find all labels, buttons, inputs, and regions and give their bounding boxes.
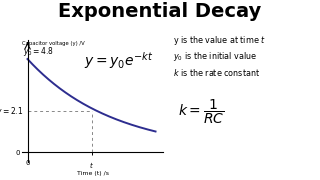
Text: $y_0$ is the initial value: $y_0$ is the initial value (173, 50, 257, 63)
Text: y is the value at time $t$: y is the value at time $t$ (173, 34, 266, 47)
Text: Exponential Decay: Exponential Decay (58, 2, 262, 21)
Text: $y = 2.1$: $y = 2.1$ (0, 105, 23, 118)
Text: $k = \dfrac{1}{RC}$: $k = \dfrac{1}{RC}$ (179, 97, 225, 125)
Text: $y_0 = 4.8$: $y_0 = 4.8$ (23, 45, 54, 58)
Text: $y = y_0 e^{-kt}$: $y = y_0 e^{-kt}$ (84, 50, 153, 71)
X-axis label: Time (t) /s: Time (t) /s (77, 171, 109, 176)
Text: $k$ is the rate constant: $k$ is the rate constant (173, 67, 260, 78)
Text: Capacitor voltage (y) /V: Capacitor voltage (y) /V (22, 40, 85, 46)
